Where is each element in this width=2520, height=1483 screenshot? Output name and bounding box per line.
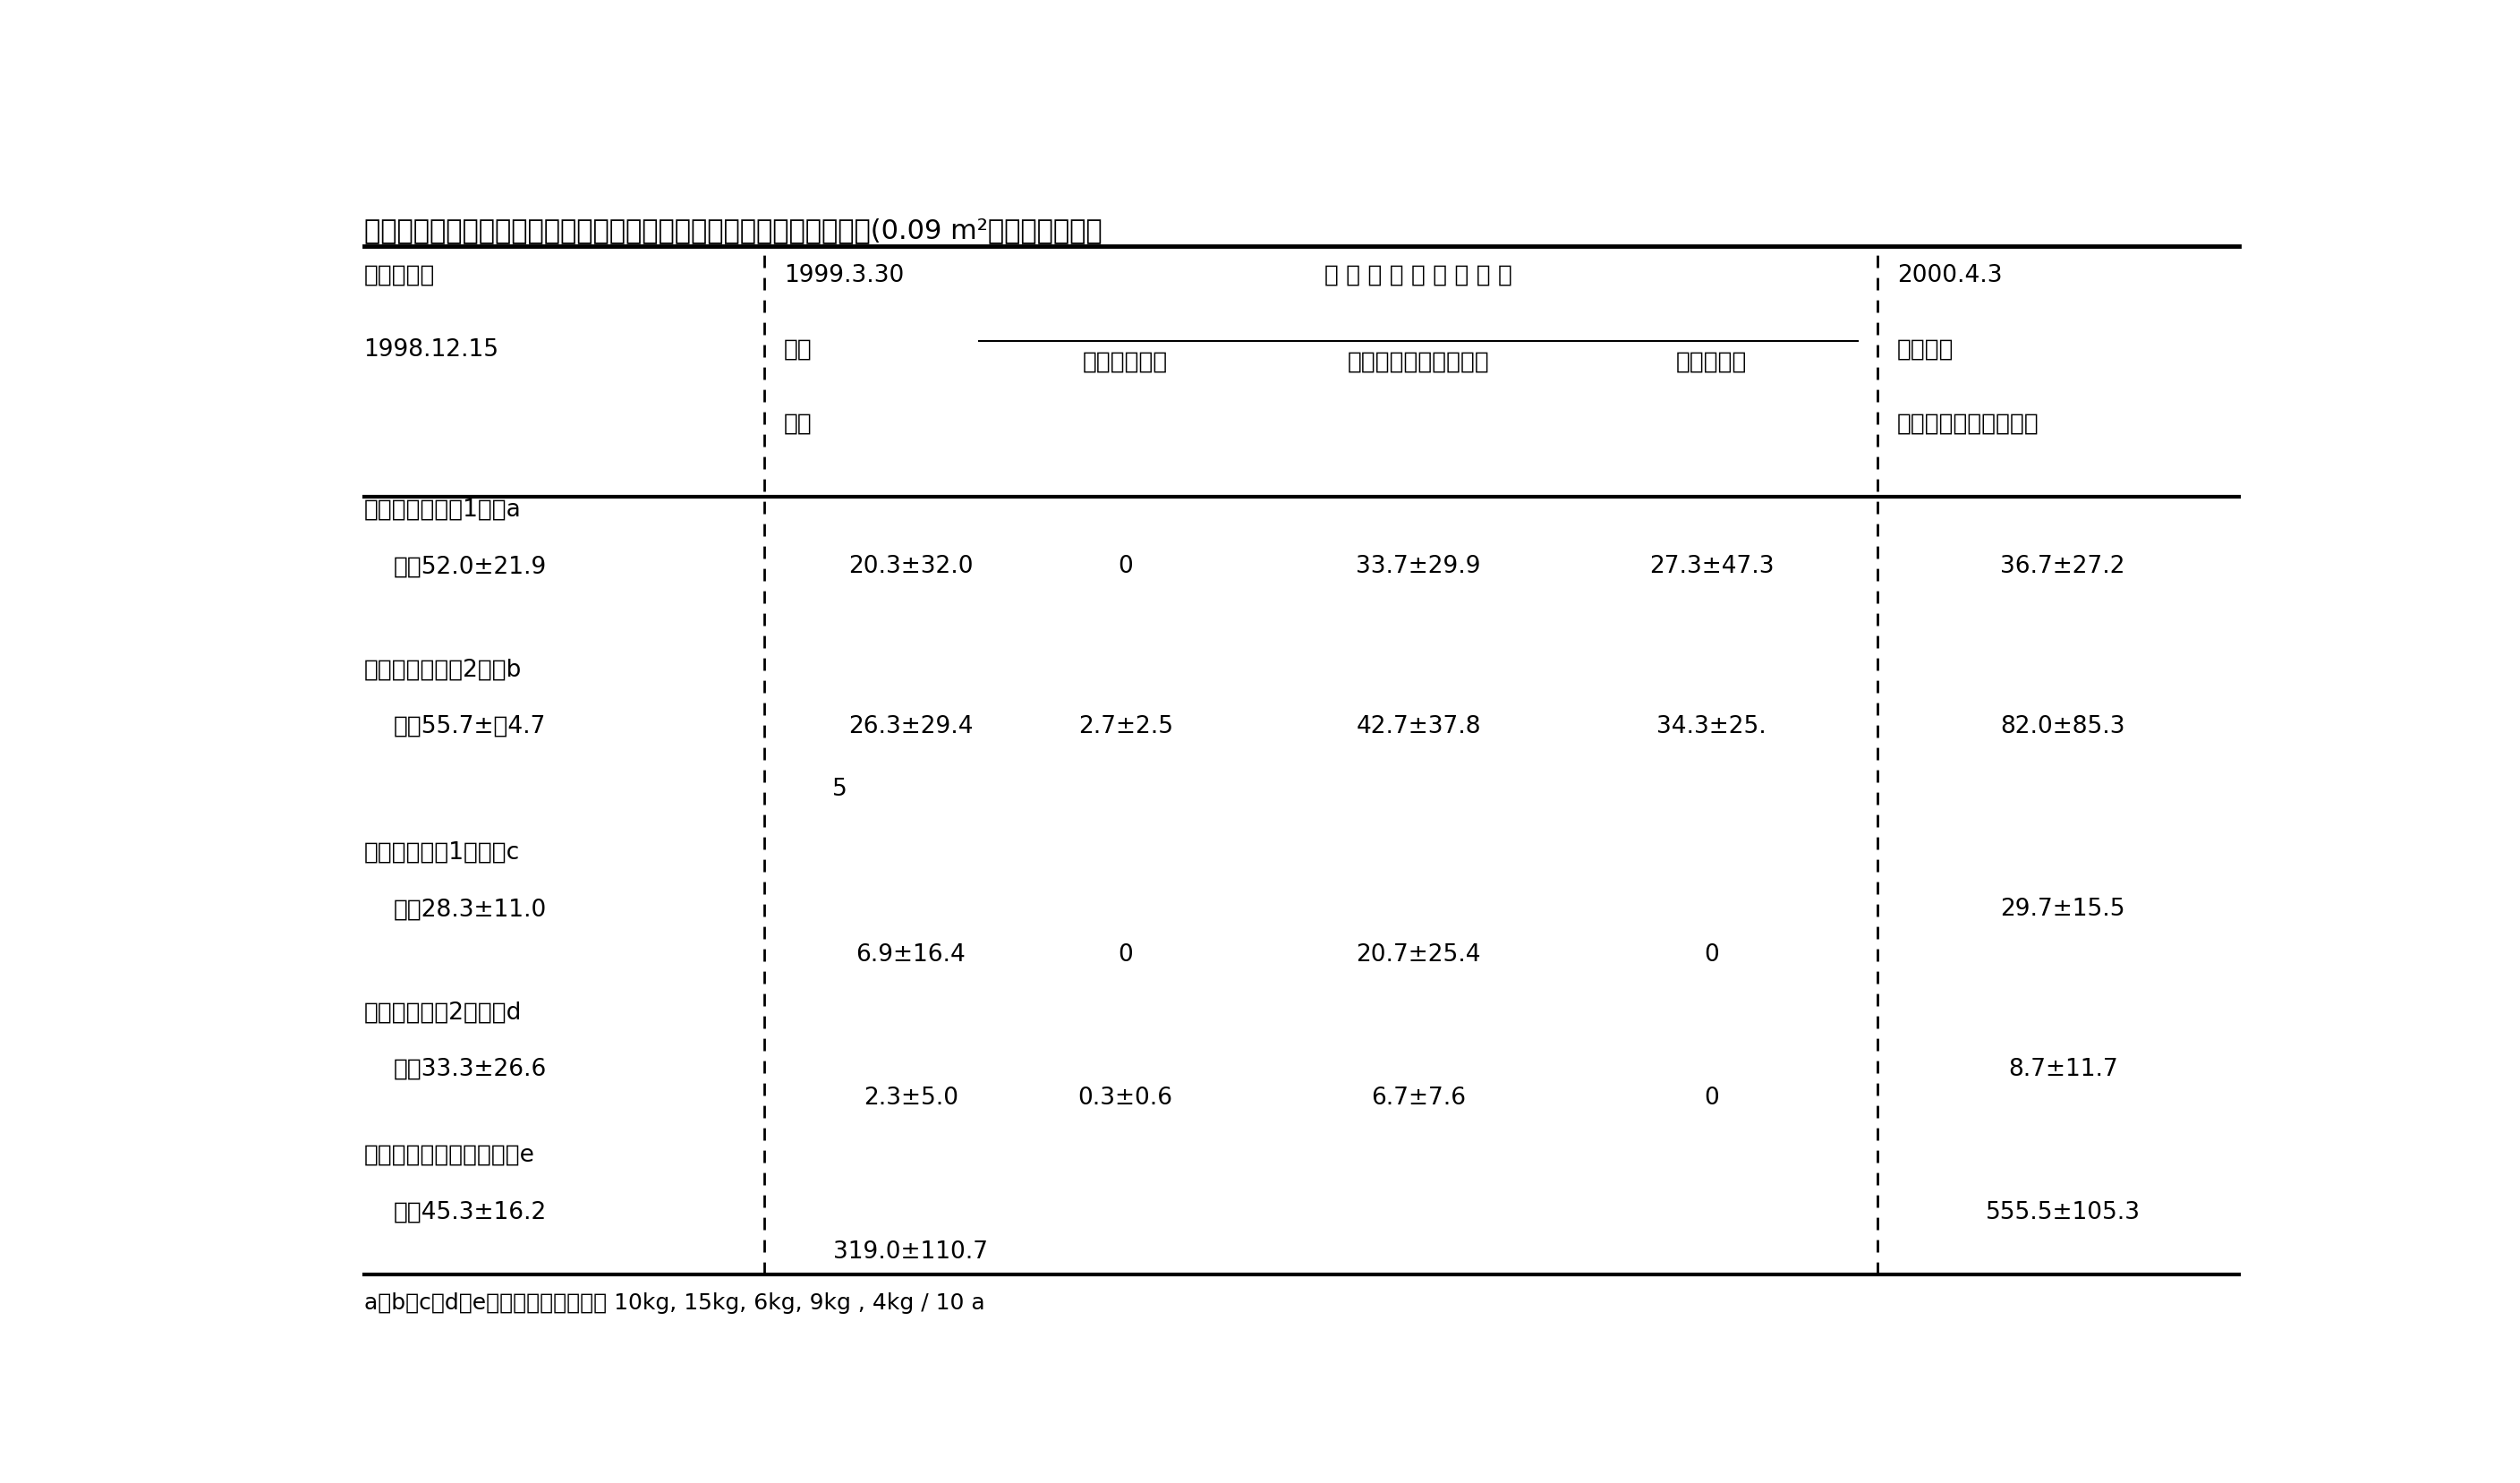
Text: 0: 0: [1119, 555, 1134, 578]
Text: 1999.3.30: 1999.3.30: [784, 264, 905, 286]
Text: 極早生エンバク1　　a: 極早生エンバク1 a: [363, 498, 522, 521]
Text: 6.7±7.6: 6.7±7.6: [1371, 1086, 1467, 1109]
Text: 6.9±16.4: 6.9±16.4: [857, 943, 965, 967]
Text: イタリアンライグラス　e: イタリアンライグラス e: [363, 1143, 534, 1166]
Text: 2.3±5.0: 2.3±5.0: [864, 1086, 958, 1109]
Text: 0: 0: [1704, 1086, 1719, 1109]
Text: 0: 0: [1704, 943, 1719, 967]
Text: 早生エンバク1　　　c: 早生エンバク1 c: [363, 841, 519, 863]
Text: 82.0±85.3: 82.0±85.3: [2001, 715, 2124, 739]
Text: 1998.12.15: 1998.12.15: [363, 338, 499, 360]
Text: 42.7±37.8: 42.7±37.8: [1356, 715, 1482, 739]
Text: 2000.4.3: 2000.4.3: [1898, 264, 2001, 286]
Text: イタリアンライグラス: イタリアンライグラス: [1898, 412, 2039, 436]
Text: 28.3±11.0: 28.3±11.0: [393, 897, 547, 921]
Text: 平均: 平均: [784, 412, 811, 436]
Text: 0: 0: [1119, 943, 1134, 967]
Text: 8.7±11.7: 8.7±11.7: [2008, 1057, 2117, 1081]
Text: 55.7±　4.7: 55.7± 4.7: [393, 715, 547, 739]
Text: 33.3±26.6: 33.3±26.6: [393, 1057, 547, 1081]
Text: 表１．　エンバクの年内刈りと雑草とがムギダニの発生に及ぼす影響(0.09 m²当たり個体数）: 表１． エンバクの年内刈りと雑草とがムギダニの発生に及ぼす影響(0.09 m²当…: [363, 218, 1101, 243]
Text: 555.5±105.3: 555.5±105.3: [1986, 1200, 2139, 1223]
Text: 20.3±32.0: 20.3±32.0: [849, 555, 973, 578]
Text: 319.0±110.7: 319.0±110.7: [834, 1240, 988, 1264]
Text: イタリアンライグラス: イタリアンライグラス: [1348, 350, 1489, 374]
Text: 早生エンバク2　　　d: 早生エンバク2 d: [363, 1000, 522, 1023]
Text: a，b，c，d，eの播種量はそれぞれ 10kg, 15kg, 6kg, 9kg , 4kg / 10 a: a，b，c，d，eの播種量はそれぞれ 10kg, 15kg, 6kg, 9kg …: [363, 1292, 985, 1312]
Text: 33.7±29.9: 33.7±29.9: [1356, 555, 1482, 578]
Text: 2.7±2.5: 2.7±2.5: [1079, 715, 1172, 739]
Text: 26.3±29.4: 26.3±29.4: [849, 715, 973, 739]
Text: 45.3±16.2: 45.3±16.2: [393, 1200, 547, 1223]
Text: 圃場全面: 圃場全面: [1898, 338, 1953, 360]
Text: 52.0±21.9: 52.0±21.9: [393, 555, 547, 578]
Text: 36.7±27.2: 36.7±27.2: [2001, 555, 2124, 578]
Text: 0.3±0.6: 0.3±0.6: [1079, 1086, 1172, 1109]
Text: 双子葉植物: 双子葉植物: [1676, 350, 1746, 374]
Text: 区内: 区内: [784, 338, 811, 360]
Text: 29.7±15.5: 29.7±15.5: [2001, 897, 2124, 921]
Text: エンバク枯株: エンバク枯株: [1084, 350, 1169, 374]
Text: 27.3±47.3: 27.3±47.3: [1648, 555, 1774, 578]
Text: 調査年月日: 調査年月日: [363, 264, 436, 286]
Text: 5: 5: [832, 777, 847, 801]
Text: 区 内 の 植 物 別 個 体 数: 区 内 の 植 物 別 個 体 数: [1326, 264, 1512, 286]
Text: 34.3±25.: 34.3±25.: [1656, 715, 1767, 739]
Text: 極早生エンバク2　　b: 極早生エンバク2 b: [363, 657, 522, 681]
Text: 20.7±25.4: 20.7±25.4: [1356, 943, 1482, 967]
